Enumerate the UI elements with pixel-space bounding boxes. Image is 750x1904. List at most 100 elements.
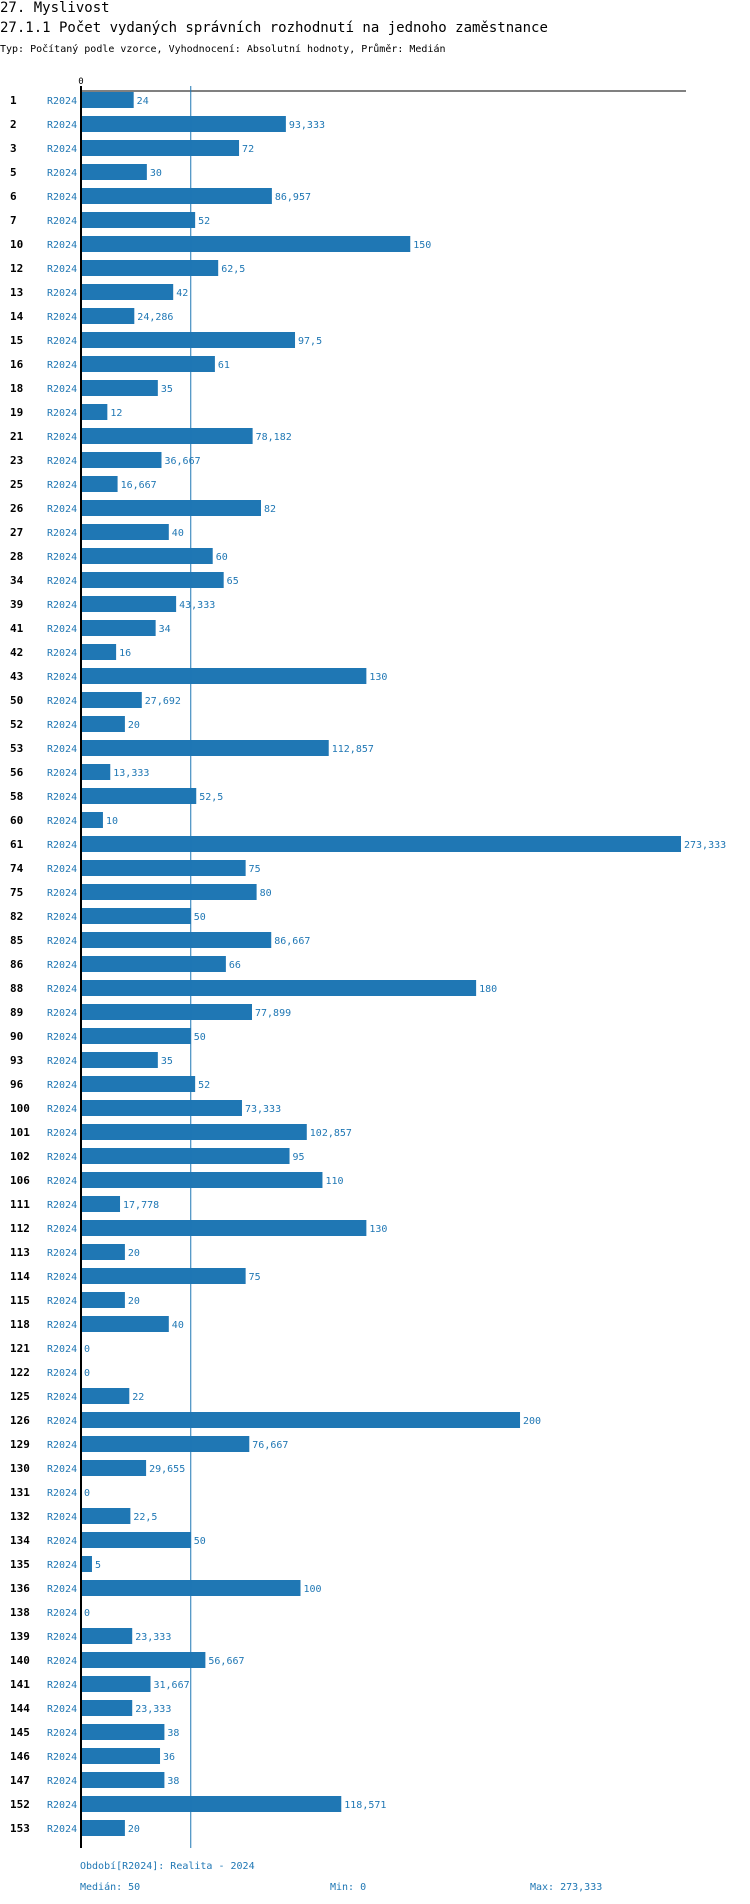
- period-label: R2024: [47, 1416, 77, 1427]
- value-label: 73,333: [245, 1104, 281, 1115]
- category-label: 145: [10, 1726, 30, 1739]
- value-label: 40: [172, 528, 184, 539]
- value-label: 50: [194, 1536, 206, 1547]
- category-label: 139: [10, 1630, 30, 1643]
- category-label: 53: [10, 742, 23, 755]
- category-label: 12: [10, 262, 23, 275]
- value-label: 36,667: [164, 456, 200, 467]
- value-label: 20: [128, 1248, 140, 1259]
- min-summary: Min: 0: [330, 1882, 367, 1893]
- value-label: 52,5: [199, 792, 223, 803]
- value-label: 0: [84, 1488, 90, 1499]
- bar: [81, 1100, 242, 1116]
- bar: [81, 188, 272, 204]
- value-label: 31,667: [154, 1680, 190, 1691]
- period-label: R2024: [47, 216, 77, 227]
- bar: [81, 740, 329, 756]
- category-label: 96: [10, 1078, 24, 1091]
- value-label: 17,778: [123, 1200, 159, 1211]
- bar: [81, 1628, 133, 1644]
- period-label: R2024: [47, 1440, 77, 1451]
- category-label: 141: [10, 1678, 30, 1691]
- period-label: R2024: [47, 1752, 77, 1763]
- value-label: 13,333: [113, 768, 149, 779]
- category-label: 60: [10, 814, 23, 827]
- category-label: 132: [10, 1510, 30, 1523]
- bar: [81, 956, 226, 972]
- category-label: 14: [10, 310, 24, 323]
- category-label: 90: [10, 1030, 23, 1043]
- period-label: R2024: [47, 1296, 77, 1307]
- period-label: R2024: [47, 1800, 77, 1811]
- category-label: 25: [10, 478, 23, 491]
- category-label: 147: [10, 1774, 30, 1787]
- period-label: R2024: [47, 432, 77, 443]
- bar: [81, 1652, 206, 1668]
- bar: [81, 1796, 342, 1812]
- bar: [81, 140, 240, 156]
- bar: [81, 1220, 367, 1236]
- value-label: 75: [249, 1272, 261, 1283]
- category-label: 135: [10, 1558, 30, 1571]
- period-label: R2024: [47, 192, 77, 203]
- bar: [81, 236, 411, 252]
- value-label: 150: [413, 240, 431, 251]
- bar: [81, 836, 681, 852]
- bar: [81, 644, 117, 660]
- category-label: 74: [10, 862, 24, 875]
- period-label: R2024: [47, 1128, 77, 1139]
- category-label: 131: [10, 1486, 30, 1499]
- median-summary: Medián: 50: [80, 1882, 141, 1893]
- value-label: 86,957: [275, 192, 311, 203]
- bar: [81, 980, 477, 996]
- bar: [81, 1772, 165, 1788]
- category-label: 136: [10, 1582, 30, 1595]
- period-label: R2024: [47, 1680, 77, 1691]
- category-label: 138: [10, 1606, 30, 1619]
- value-label: 93,333: [289, 120, 325, 131]
- period-label: R2024: [47, 624, 77, 635]
- period-label: R2024: [47, 864, 77, 875]
- category-label: 10: [10, 238, 23, 251]
- period-label: R2024: [47, 768, 77, 779]
- period-label: R2024: [47, 672, 77, 683]
- value-label: 23,333: [135, 1632, 171, 1643]
- value-label: 112,857: [332, 744, 374, 755]
- bar: [81, 764, 111, 780]
- category-label: 41: [10, 622, 24, 635]
- period-label: R2024: [47, 1224, 77, 1235]
- value-label: 110: [325, 1176, 343, 1187]
- value-label: 180: [479, 984, 497, 995]
- category-label: 75: [10, 886, 23, 899]
- value-label: 27,692: [145, 696, 181, 707]
- value-label: 78,182: [256, 432, 292, 443]
- period-label: R2024: [47, 912, 77, 923]
- bar: [81, 380, 158, 396]
- category-label: 106: [10, 1174, 30, 1187]
- bar: [81, 476, 118, 492]
- value-label: 12: [110, 408, 122, 419]
- category-label: 6: [10, 190, 17, 203]
- period-label: R2024: [47, 936, 77, 947]
- bar: [81, 548, 213, 564]
- value-label: 273,333: [684, 840, 726, 851]
- category-label: 85: [10, 934, 23, 947]
- bar: [81, 1004, 252, 1020]
- category-label: 18: [10, 382, 23, 395]
- category-label: 3: [10, 142, 17, 155]
- category-label: 101: [10, 1126, 30, 1139]
- value-label: 20: [128, 1296, 140, 1307]
- category-label: 86: [10, 958, 24, 971]
- value-label: 80: [260, 888, 272, 899]
- category-label: 125: [10, 1390, 30, 1403]
- value-label: 100: [304, 1584, 322, 1595]
- value-label: 30: [150, 168, 162, 179]
- bar: [81, 1748, 161, 1764]
- category-label: 19: [10, 406, 23, 419]
- max-summary: Max: 273,333: [530, 1882, 603, 1893]
- bar: [81, 92, 134, 108]
- category-label: 93: [10, 1054, 23, 1067]
- value-label: 24,286: [137, 312, 173, 323]
- category-label: 126: [10, 1414, 30, 1427]
